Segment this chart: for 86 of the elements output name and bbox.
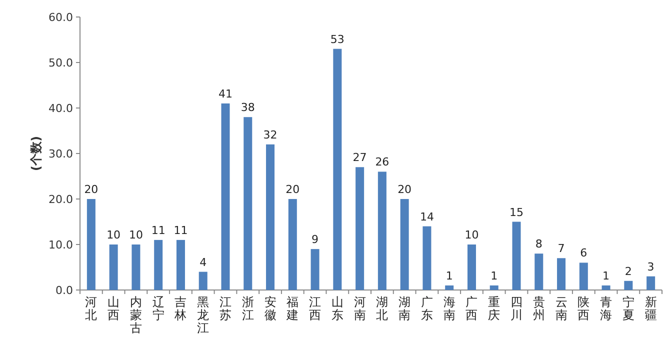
bar: [490, 285, 498, 290]
x-tick-label: 山东: [331, 295, 344, 322]
x-tick-label: 宁夏: [622, 295, 634, 322]
bar: [244, 117, 252, 290]
data-label: 26: [375, 156, 390, 169]
x-tick-label: 黑龙江: [197, 295, 210, 335]
x-tick-label: 贵州: [532, 295, 545, 322]
x-tick-label: 海南: [443, 295, 456, 322]
y-tick-label: 40.0: [48, 102, 73, 115]
x-tick-label: 广东: [420, 295, 433, 322]
x-tick-label: 云南: [555, 295, 568, 322]
data-label: 11: [174, 224, 188, 237]
data-label: 20: [398, 183, 412, 196]
bar: [198, 272, 208, 290]
bar: [176, 240, 185, 290]
x-tick-label: 陕西: [578, 295, 590, 322]
x-tick-label: 江西: [309, 295, 322, 322]
x-tick-label: 江苏: [220, 295, 232, 322]
data-label: 11: [151, 224, 166, 237]
bar: [445, 285, 454, 290]
data-label: 38: [240, 101, 255, 114]
bar: [534, 254, 544, 290]
x-tick-label: 辽宁: [152, 295, 164, 322]
bar: [557, 258, 566, 290]
bar: [422, 226, 432, 290]
data-label: 14: [420, 210, 434, 224]
data-label: 1: [490, 269, 498, 282]
bar: [109, 244, 118, 290]
x-tick-label: 四川: [510, 295, 522, 322]
x-tick-label: 青海: [600, 295, 612, 322]
x-tick-label: 浙江: [242, 295, 254, 322]
data-label: 41: [218, 87, 232, 100]
y-tick-label: 20.0: [48, 193, 73, 206]
data-label: 3: [647, 260, 654, 274]
bar: [378, 172, 386, 290]
x-tick-label: 河北: [85, 295, 98, 322]
bar: [467, 244, 476, 290]
bar: [221, 103, 230, 290]
y-axis-title: (个数): [29, 136, 43, 171]
bar: [579, 262, 588, 290]
data-label: 32: [263, 128, 278, 142]
y-tick-label: 0.0: [56, 284, 73, 297]
data-label: 2: [624, 264, 632, 278]
x-tick-label: 新疆: [644, 295, 657, 322]
bar: [356, 167, 364, 290]
x-tick-label: 重庆: [488, 295, 500, 322]
y-tick-label: 60.0: [48, 11, 73, 24]
bar: [86, 199, 96, 290]
data-label: 20: [286, 183, 300, 196]
bar: [512, 222, 521, 290]
data-label: 10: [128, 228, 143, 242]
y-tick-label: 10.0: [48, 238, 73, 252]
data-label: 15: [510, 206, 524, 219]
data-label: 1: [602, 269, 610, 282]
x-tick-label: 湖北: [376, 295, 388, 322]
data-label: 8: [535, 238, 542, 251]
data-label: 9: [312, 233, 319, 246]
x-tick-label: 广西: [466, 295, 478, 322]
x-tick-label: 安徽: [264, 295, 276, 322]
bar: [154, 240, 163, 290]
bar: [310, 249, 320, 290]
data-label: 7: [558, 242, 565, 256]
bar: [288, 199, 297, 290]
bar: [602, 285, 610, 290]
x-tick-label: 河南: [354, 295, 366, 322]
bar: [400, 199, 409, 290]
bar: [624, 280, 633, 290]
data-label: 4: [200, 256, 207, 269]
x-tick-label: 山西: [108, 295, 120, 322]
bar: [132, 244, 140, 290]
x-tick-label: 吉林: [174, 295, 187, 322]
x-tick-label: 福建: [286, 295, 299, 322]
data-label: 10: [106, 228, 121, 242]
y-tick-label: 30.0: [48, 148, 73, 160]
x-tick-label: 湖南: [398, 295, 411, 322]
data-label: 53: [330, 32, 344, 46]
data-label: 27: [352, 151, 367, 164]
bar: [266, 144, 275, 290]
bar: [333, 48, 342, 290]
y-tick-label: 50.0: [48, 56, 73, 70]
bar: [646, 276, 656, 290]
data-label: 10: [464, 228, 479, 242]
data-label: 6: [580, 246, 588, 260]
data-label: 1: [446, 269, 453, 282]
data-label: 20: [84, 183, 98, 196]
x-tick-label: 内蒙古: [130, 295, 142, 335]
